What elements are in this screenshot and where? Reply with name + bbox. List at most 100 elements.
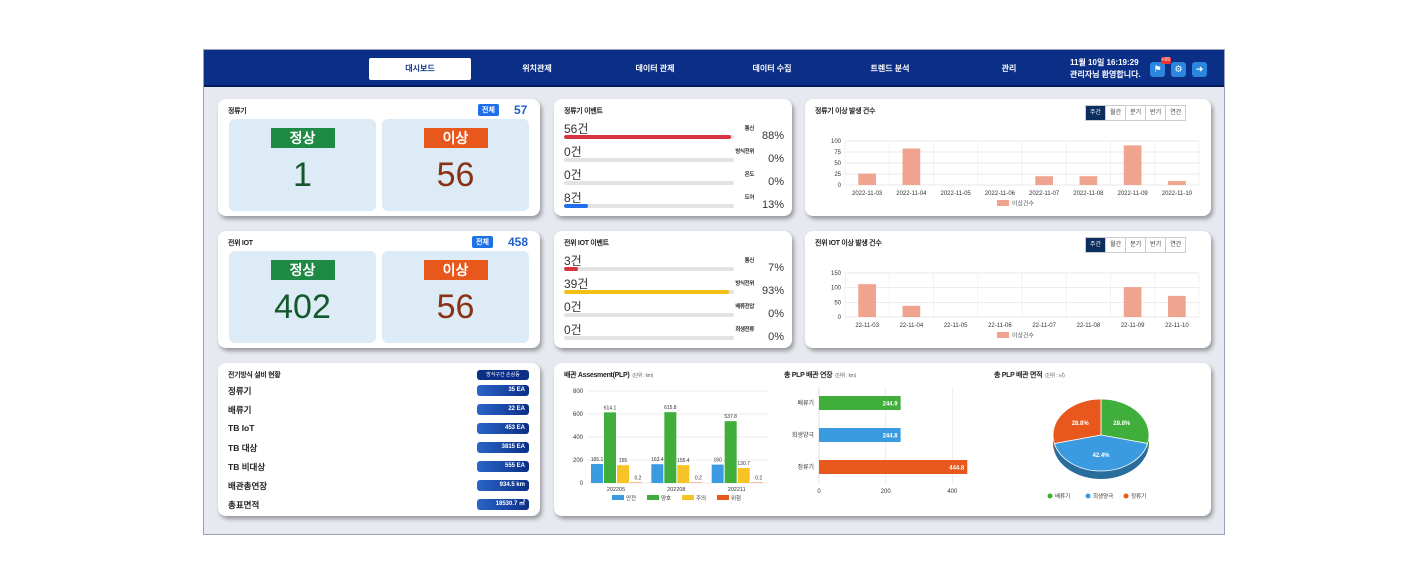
pie-slice[interactable]: [1100, 398, 1150, 444]
period-tab[interactable]: 월간: [1106, 238, 1127, 252]
logout-button[interactable]: ➜: [1192, 62, 1207, 77]
pie-slice-side: [1147, 435, 1149, 452]
event-row[interactable]: 0건 온도 0%: [564, 166, 784, 188]
x-tick-label: 22-11-10: [1165, 323, 1189, 329]
period-tab[interactable]: 연간: [1166, 238, 1186, 252]
iot-events-card: 전위 IOT 이벤트 3건 통신 7% 39건 방식전위 93% 0건 배류전압 0% 0건 희생전…: [554, 231, 792, 348]
equipment-row: 정류기 35 EA: [228, 384, 530, 398]
normal-label: 정상: [270, 260, 335, 280]
bar[interactable]: [902, 305, 921, 317]
event-row[interactable]: 0건 방식전위 0%: [564, 143, 784, 165]
pie-slice-label: 42.4%: [1092, 453, 1110, 459]
bar[interactable]: [651, 464, 664, 483]
bar[interactable]: [677, 465, 690, 483]
data-label: 155: [619, 458, 628, 464]
bar[interactable]: [711, 464, 724, 483]
period-tab[interactable]: 분기: [1126, 106, 1147, 120]
abnormal-label: 이상: [423, 260, 488, 280]
period-tab[interactable]: 주간: [1086, 106, 1107, 120]
rectifier-anomaly-chart: 0 25 50 75 100 2022-11-03 2022-11-04 2022-11-05…: [831, 139, 1200, 208]
length-title: 총 PLP 배관 연장 (단위 : km): [784, 370, 856, 380]
period-tab[interactable]: 연간: [1166, 106, 1186, 120]
x-tick-label: 0: [817, 489, 821, 495]
legend-swatch: [1085, 493, 1091, 499]
normal-count: 402: [274, 288, 331, 326]
alarm-button[interactable]: ⚑ +99: [1150, 57, 1171, 77]
settings-button[interactable]: ⚙: [1171, 62, 1186, 77]
data-label: 244.8: [883, 434, 899, 440]
bar[interactable]: [664, 412, 677, 483]
iot-title: 전위 IOT: [228, 240, 253, 247]
megaphone-icon: ⚑: [1153, 64, 1162, 74]
rectifier-abnormal-box[interactable]: 이상 56: [382, 119, 529, 211]
bar[interactable]: [858, 173, 876, 185]
bar[interactable]: [819, 460, 968, 474]
x-tick-label: 22-11-09: [1121, 323, 1145, 329]
rectifier-normal-box[interactable]: 정상 1: [229, 119, 376, 211]
y-tick-label: 100: [831, 139, 842, 145]
bar[interactable]: [1035, 176, 1053, 185]
nav-data-collection[interactable]: 데이터 수집: [752, 64, 792, 73]
bar[interactable]: [617, 465, 629, 483]
event-percent: 93%: [761, 285, 784, 297]
event-row[interactable]: 0건 배류전압 0%: [564, 298, 784, 320]
bar[interactable]: [1123, 145, 1142, 185]
nav-dashboard[interactable]: 대시보드: [369, 58, 471, 80]
bar[interactable]: [1168, 181, 1186, 185]
bar[interactable]: [858, 284, 876, 317]
nav-location-control[interactable]: 위치관제: [522, 64, 552, 73]
bar[interactable]: [724, 421, 737, 483]
rectifier-all-badge: 전체: [478, 104, 499, 116]
pie-slice[interactable]: [1053, 434, 1149, 472]
gear-icon: ⚙: [1174, 64, 1183, 74]
legend-swatch: [1123, 493, 1129, 499]
event-name: 통신: [744, 258, 755, 264]
event-row[interactable]: 39건 방식전위 93%: [564, 275, 784, 297]
period-tab[interactable]: 반기: [1146, 238, 1167, 252]
bar[interactable]: [1079, 176, 1098, 185]
legend-label: 위험: [731, 494, 741, 502]
event-row[interactable]: 3건 통신 7%: [564, 252, 784, 274]
event-row[interactable]: 56건 통신 88%: [564, 120, 784, 142]
iot-all-count: 458: [508, 235, 529, 249]
x-tick-label: 22-11-08: [1077, 323, 1101, 329]
bar[interactable]: [819, 428, 901, 442]
iot-anomaly-chart-card: 전위 IOT 이상 발생 건수 주간 월간 분기 반기 연간 0 50 100 150 22-1…: [805, 231, 1211, 348]
plp-unit: (단위 : km): [632, 373, 654, 379]
iot-abnormal-box[interactable]: 이상 56: [382, 251, 529, 343]
event-count: 0건: [564, 168, 582, 182]
event-row[interactable]: 8건 도어 13%: [564, 189, 784, 211]
nav-data-control[interactable]: 데이터 관제: [635, 64, 675, 73]
data-label: 615.8: [664, 405, 677, 411]
period-tab[interactable]: 월간: [1106, 106, 1127, 120]
equipment-row: 배류기 22 EA: [228, 403, 530, 417]
period-tab[interactable]: 주간: [1086, 238, 1107, 252]
bar[interactable]: [1123, 287, 1142, 317]
legend-swatch: [1047, 493, 1053, 499]
iot-normal-box[interactable]: 정상 402: [229, 251, 376, 343]
period-tab[interactable]: 반기: [1146, 106, 1167, 120]
x-tick-label: 22-11-06: [988, 323, 1012, 329]
equipment-header-badge: 방식구간 손상등: [477, 370, 529, 380]
bar[interactable]: [1168, 295, 1186, 317]
event-progress-fill: [564, 267, 578, 271]
pie-slice[interactable]: [1052, 398, 1102, 444]
nav-management[interactable]: 관리: [1001, 64, 1017, 73]
x-tick-label: 2022-11-09: [1118, 191, 1149, 197]
y-tick-label: 정류기: [797, 463, 814, 471]
bar[interactable]: [819, 396, 901, 410]
bar[interactable]: [902, 148, 921, 185]
plp-area-pie-chart: 28.8% 42.4% 28.8% 배류기 희생양극 정류기: [1047, 398, 1150, 500]
equipment-value: 555 EA: [477, 461, 529, 472]
event-count: 8건: [564, 191, 582, 205]
bar[interactable]: [604, 412, 616, 483]
rectifier-anomaly-chart-card: 정류기 이상 발생 건수 주간 월간 분기 반기 연간 0 25 50 75 100 2022-1…: [805, 99, 1211, 216]
bar[interactable]: [737, 467, 750, 483]
plp-title-text: 배관 Assesment(PLP): [564, 372, 630, 379]
event-row[interactable]: 0건 희생전류 0%: [564, 321, 784, 343]
period-tab[interactable]: 분기: [1126, 238, 1147, 252]
bar[interactable]: [591, 464, 603, 483]
event-count: 0건: [564, 145, 582, 159]
data-label: 160: [713, 458, 722, 464]
nav-trend-analysis[interactable]: 트렌드 분석: [870, 64, 910, 73]
